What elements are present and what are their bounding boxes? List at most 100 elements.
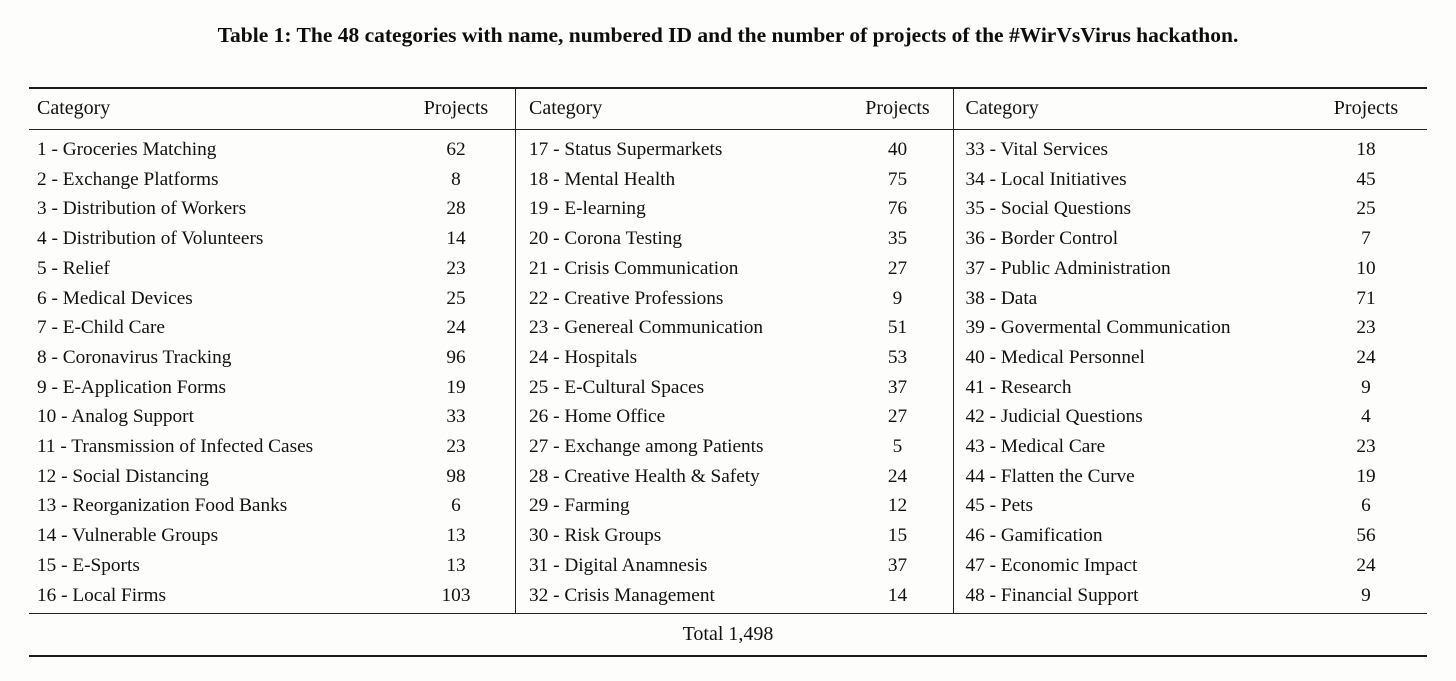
projects-cell: 96 — [446, 346, 466, 368]
table-row: 4 - Distribution of Volunteers 14 — [29, 224, 515, 254]
category-cell: 2 - Exchange Platforms — [37, 168, 219, 190]
projects-cell: 23 — [446, 257, 466, 279]
category-cell: 42 - Judicial Questions — [965, 406, 1143, 428]
category-cell: 11 - Transmission of Infected Cases — [37, 436, 314, 458]
projects-cell: 10 — [1356, 257, 1376, 279]
category-cell: 20 - Corona Testing — [529, 228, 683, 250]
table-row: 1 - Groceries Matching 62 — [29, 135, 515, 165]
header-row: Category Projects — [516, 89, 953, 129]
total-value: 1,498 — [728, 623, 774, 646]
projects-cell: 13 — [446, 525, 466, 547]
table-row: 40 - Medical Personnel 24 — [954, 343, 1428, 373]
projects-cell: 75 — [887, 168, 908, 190]
table-row: 42 - Judicial Questions 4 — [954, 402, 1428, 432]
table-row: 20 - Corona Testing 35 — [516, 224, 953, 254]
table-row: 3 - Distribution of Workers 28 — [29, 194, 515, 224]
projects-cell: 7 — [1361, 228, 1371, 250]
projects-cell: 24 — [446, 317, 466, 339]
category-cell: 23 - Genereal Communication — [529, 317, 763, 339]
category-cell: 31 - Digital Anamnesis — [529, 554, 708, 576]
projects-cell: 19 — [446, 376, 466, 398]
table-row: 5 - Relief 23 — [29, 254, 515, 284]
column-group-2: 17 - Status Supermarkets 40 18 - Mental … — [515, 130, 953, 614]
category-cell: 18 - Mental Health — [529, 168, 676, 190]
table-row: 6 - Medical Devices 25 — [29, 284, 515, 314]
table-row: 46 - Gamification 56 — [954, 521, 1428, 551]
category-cell: 16 - Local Firms — [37, 584, 167, 606]
category-cell: 44 - Flatten the Curve — [965, 465, 1135, 487]
table-row: 32 - Crisis Management 14 — [516, 581, 953, 611]
category-cell: 32 - Crisis Management — [529, 584, 715, 606]
projects-column-header: Projects — [423, 97, 489, 120]
projects-cell: 24 — [1356, 346, 1376, 368]
projects-cell: 23 — [1356, 436, 1376, 458]
category-cell: 41 - Research — [965, 376, 1072, 398]
category-cell: 36 - Border Control — [965, 228, 1119, 250]
table-row: 35 - Social Questions 25 — [954, 194, 1428, 224]
table-body: 1 - Groceries Matching 62 2 - Exchange P… — [29, 130, 1428, 614]
projects-cell: 9 — [1361, 584, 1371, 606]
table-row: 2 - Exchange Platforms 8 — [29, 165, 515, 195]
table-row: 36 - Border Control 7 — [954, 224, 1428, 254]
header-row: Category Projects — [29, 89, 515, 129]
column-group-3: 33 - Vital Services 18 34 - Local Initia… — [952, 130, 1428, 614]
table-row: 17 - Status Supermarkets 40 — [516, 135, 953, 165]
category-cell: 8 - Coronavirus Tracking — [37, 346, 232, 368]
table-row: 48 - Financial Support 9 — [954, 581, 1428, 611]
projects-cell: 25 — [446, 287, 466, 309]
table-row: 9 - E-Application Forms 19 — [29, 373, 515, 403]
table-row: 30 - Risk Groups 15 — [516, 521, 953, 551]
category-cell: 39 - Govermental Communication — [965, 317, 1231, 339]
projects-cell: 25 — [1356, 198, 1376, 220]
category-cell: 46 - Gamification — [965, 525, 1103, 547]
table-row: 19 - E-learning 76 — [516, 194, 953, 224]
category-cell: 6 - Medical Devices — [37, 287, 193, 309]
category-cell: 37 - Public Administration — [965, 257, 1171, 279]
projects-cell: 18 — [1356, 139, 1376, 160]
total-row: Total 1,498 — [29, 613, 1427, 655]
projects-cell: 76 — [887, 198, 908, 220]
projects-cell: 23 — [1356, 317, 1376, 339]
category-cell: 38 - Data — [965, 287, 1038, 309]
projects-cell: 103 — [441, 584, 471, 606]
table-row: 14 - Vulnerable Groups 13 — [29, 521, 515, 551]
category-cell: 26 - Home Office — [529, 406, 666, 428]
category-cell: 15 - E-Sports — [37, 554, 140, 576]
table-row: 18 - Mental Health 75 — [516, 165, 953, 195]
projects-cell: 27 — [887, 406, 908, 428]
category-column-header: Category — [37, 97, 111, 120]
category-cell: 14 - Vulnerable Groups — [37, 525, 219, 547]
projects-cell: 53 — [887, 346, 908, 368]
table-row: 43 - Medical Care 23 — [954, 432, 1428, 462]
table-row: 47 - Economic Impact 24 — [954, 551, 1428, 581]
table-row: 33 - Vital Services 18 — [954, 135, 1428, 165]
projects-cell: 19 — [1356, 465, 1376, 487]
category-cell: 43 - Medical Care — [965, 436, 1106, 458]
table-row: 26 - Home Office 27 — [516, 402, 953, 432]
projects-cell: 28 — [446, 198, 466, 220]
table-caption: Table 1: The 48 categories with name, nu… — [217, 23, 1239, 47]
projects-column-header: Projects — [865, 97, 930, 120]
table-row: 28 - Creative Health & Safety 24 — [516, 462, 953, 492]
category-cell: 10 - Analog Support — [37, 406, 194, 428]
table-row: 27 - Exchange among Patients 5 — [516, 432, 953, 462]
projects-cell: 37 — [887, 376, 908, 398]
projects-cell: 5 — [892, 436, 903, 458]
projects-cell: 62 — [446, 139, 466, 160]
table-row: 38 - Data 71 — [954, 284, 1428, 314]
column-group-1: 1 - Groceries Matching 62 2 - Exchange P… — [29, 130, 515, 613]
projects-cell: 14 — [446, 228, 466, 250]
projects-cell: 35 — [887, 228, 908, 250]
projects-cell: 51 — [887, 317, 908, 339]
table-row: 37 - Public Administration 10 — [954, 254, 1428, 284]
table-row: 23 - Genereal Communication 51 — [516, 313, 953, 343]
table-row: 7 - E-Child Care 24 — [29, 313, 515, 343]
category-cell: 40 - Medical Personnel — [965, 346, 1145, 368]
table-header-band: Category Projects Category Projects Cate… — [29, 89, 1427, 130]
projects-cell: 6 — [451, 495, 461, 517]
projects-cell: 71 — [1356, 287, 1376, 309]
table-row: 39 - Govermental Communication 23 — [954, 313, 1428, 343]
category-cell: 9 - E-Application Forms — [37, 376, 227, 398]
table-row: 45 - Pets 6 — [954, 491, 1428, 521]
table-row: 29 - Farming 12 — [516, 491, 953, 521]
